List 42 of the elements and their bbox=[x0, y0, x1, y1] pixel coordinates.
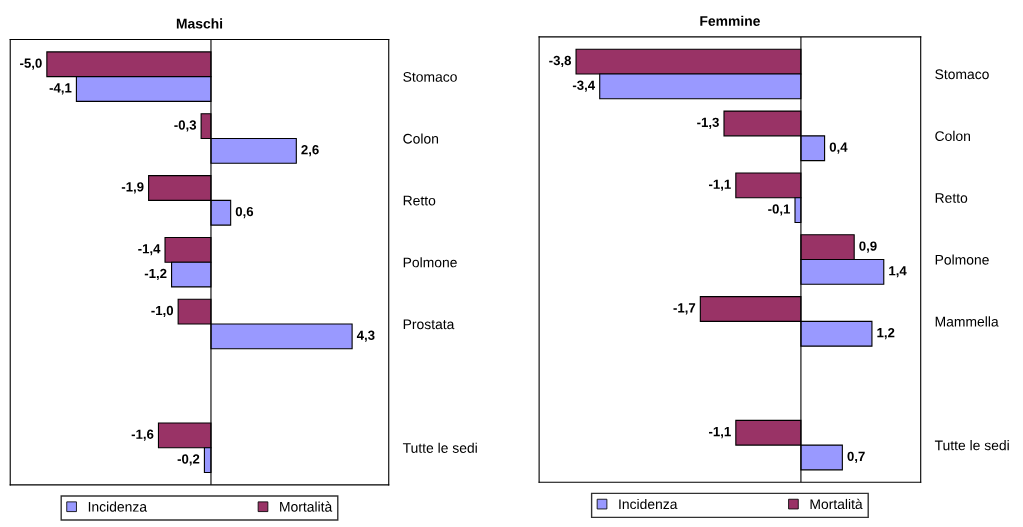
data-label: -1,3 bbox=[697, 117, 719, 129]
data-label: -0,2 bbox=[177, 454, 200, 466]
chart-title: Femmine bbox=[700, 15, 760, 26]
y-tick-label: Polmone bbox=[935, 254, 989, 265]
data-label: 1,4 bbox=[889, 266, 907, 278]
data-label: -1,9 bbox=[121, 182, 144, 194]
data-label: -3,4 bbox=[572, 80, 596, 92]
y-tick-label: Stomaco bbox=[935, 69, 989, 80]
data-label: -0,1 bbox=[768, 204, 791, 216]
y-tick-label: Retto bbox=[403, 195, 436, 206]
data-label: -0,3 bbox=[174, 120, 197, 132]
data-label: 4,3 bbox=[356, 330, 375, 342]
legend-label: Incidenza bbox=[619, 498, 678, 510]
data-label: -4,1 bbox=[49, 83, 72, 95]
data-label: -5,0 bbox=[20, 58, 42, 70]
chart-title: Maschi bbox=[176, 18, 223, 29]
data-label: -1,1 bbox=[708, 427, 731, 439]
data-label: 0,7 bbox=[847, 451, 865, 463]
y-tick-label: Retto bbox=[935, 193, 968, 203]
y-tick-label: Stomaco bbox=[403, 71, 457, 82]
data-label: -1,2 bbox=[144, 268, 167, 281]
y-tick-label: Polmone bbox=[403, 257, 457, 268]
data-label: 2,6 bbox=[301, 145, 319, 157]
y-tick-label: Colon bbox=[935, 130, 970, 142]
data-label: -1,6 bbox=[131, 429, 154, 441]
data-label: -1,4 bbox=[138, 244, 161, 256]
y-tick-label: Prostata bbox=[403, 319, 455, 330]
data-label: -1,1 bbox=[708, 179, 731, 191]
data-label: -1,0 bbox=[151, 305, 174, 318]
y-tick-label: Tutte le sedi bbox=[402, 442, 477, 453]
data-label: 1,2 bbox=[877, 327, 895, 340]
data-label: -3,8 bbox=[549, 55, 572, 68]
y-tick-label: Colon bbox=[403, 133, 439, 144]
data-label: -1,7 bbox=[673, 303, 696, 315]
data-label: 0,6 bbox=[235, 206, 254, 219]
legend-label: Mortalità bbox=[280, 501, 333, 512]
y-tick-label: Tutte le sedi bbox=[934, 440, 1009, 451]
data-label: 0,9 bbox=[859, 241, 877, 253]
legend-label: Mortalità bbox=[810, 498, 863, 510]
legend-label: Incidenza bbox=[88, 501, 148, 512]
y-tick-label: Mammella bbox=[935, 316, 999, 327]
data-label: 0,4 bbox=[829, 142, 848, 154]
